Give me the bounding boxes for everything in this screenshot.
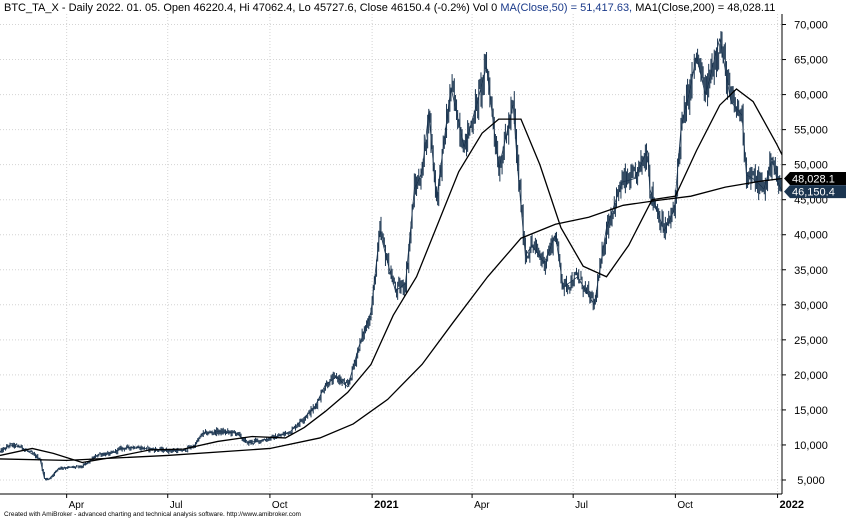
ma50-line: [0, 88, 783, 464]
ma200-last-value-badge: 48,028.1: [784, 171, 846, 185]
close-badge-label: 46,150.4: [792, 187, 835, 199]
y-tick-label: 30,000: [794, 300, 828, 312]
chart-header: BTC_TA_X - Daily 2022. 01. 05. Open 4622…: [4, 2, 775, 14]
y-tick-label: 70,000: [794, 20, 828, 32]
y-tick-label: 40,000: [794, 230, 828, 242]
grid: [0, 14, 782, 494]
x-tick-label: 2021: [374, 499, 398, 511]
x-tick-label: 2022: [780, 499, 804, 511]
credit-text: Created with AmiBroker - advanced charti…: [4, 511, 301, 518]
ma200-line: [0, 177, 783, 462]
y-tick-label: 50,000: [794, 160, 828, 172]
close-last-value-badge: 46,150.4: [784, 185, 846, 199]
y-tick-label: 60,000: [794, 90, 828, 102]
x-tick-label: Oct: [272, 500, 288, 511]
header-ma200: MA1(Close,200) = 48,028.11: [635, 2, 775, 14]
x-tick-label: Jul: [170, 500, 183, 511]
header-symbol-line: BTC_TA_X - Daily 2022. 01. 05. Open 4622…: [4, 2, 497, 14]
y-tick-label: 65,000: [794, 55, 828, 67]
x-tick-label: Jul: [575, 500, 588, 511]
price-line: [0, 38, 783, 480]
x-tick-label: Apr: [474, 500, 490, 511]
ma200-badge-shape: [784, 171, 846, 185]
y-tick-label: 55,000: [794, 125, 828, 137]
y-tick-label: 10,000: [794, 440, 828, 452]
y-tick-label: 25,000: [794, 335, 828, 347]
y-tick-label: 20,000: [794, 370, 828, 382]
y-tick-label: 35,000: [794, 265, 828, 277]
y-tick-label: 15,000: [794, 405, 828, 417]
y-axis: 5,000 10,000 15,000 20,000 25,000 30,000 35,00…: [782, 20, 828, 487]
series-layer: [0, 31, 783, 481]
x-tick-label: Oct: [677, 500, 693, 511]
ma200-badge-label: 48,028.1: [792, 173, 835, 185]
price-series: [0, 31, 783, 481]
header-ma50: MA(Close,50) = 51,417.63,: [500, 2, 632, 14]
x-tick-label: Apr: [69, 500, 85, 511]
close-badge-shape: [784, 185, 846, 199]
x-axis: Apr Jul Oct 2021 Apr Jul Oct 2022: [66, 494, 804, 511]
y-tick-label: 5,000: [797, 475, 825, 487]
